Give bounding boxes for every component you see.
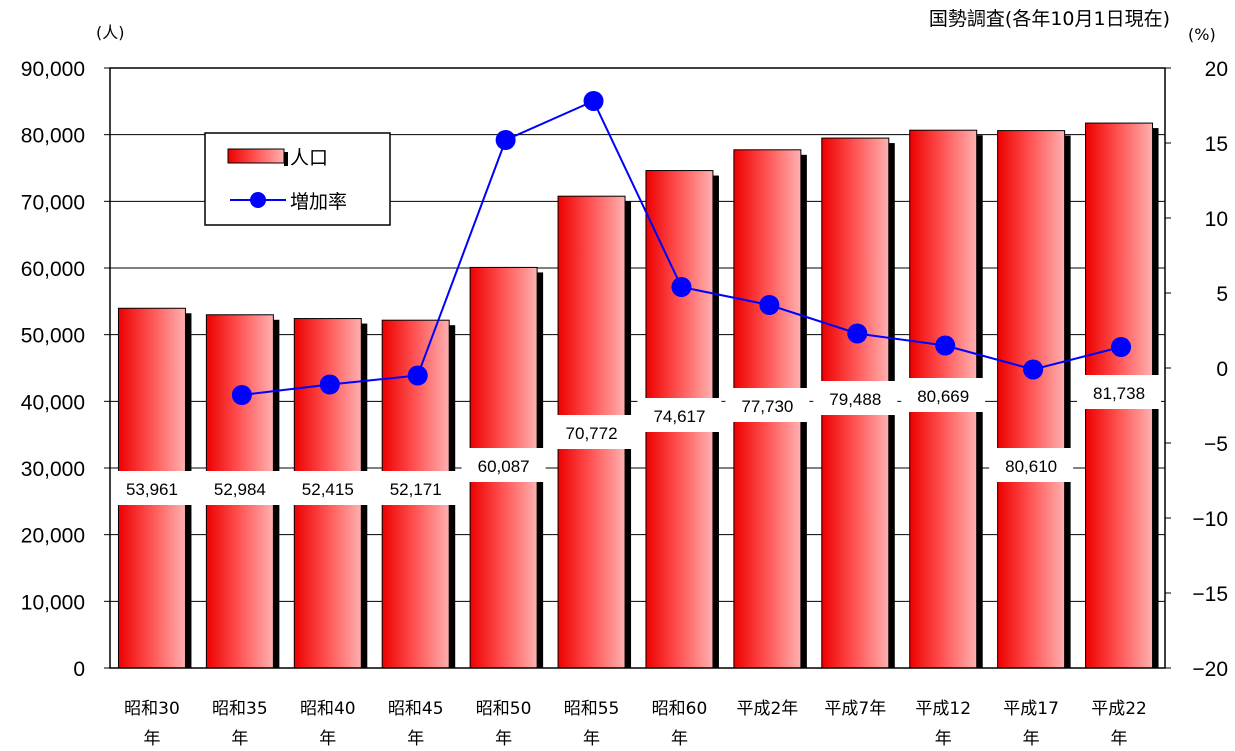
legend: 人口 増加率 [204, 132, 391, 226]
category-label: 昭和55 [564, 699, 620, 719]
category-label: 昭和30 [124, 699, 180, 719]
growth-rate-point [759, 295, 780, 315]
legend-population-label: 人口 [290, 147, 328, 169]
data-label-bg [725, 388, 810, 422]
category-label: 昭和50 [476, 699, 532, 719]
growth-rate-point [495, 130, 516, 150]
category-label-line2: 年 [1111, 729, 1128, 749]
data-label-bg [109, 471, 194, 505]
category-label: 昭和60 [652, 699, 708, 719]
category-label: 平成22 [1091, 699, 1147, 719]
category-label-line2: 年 [495, 729, 512, 749]
data-label-bg [373, 471, 458, 505]
category-label: 昭和45 [388, 699, 444, 719]
growth-rate-point [1023, 359, 1044, 380]
bar-data-label: 52,984 [214, 480, 266, 499]
category-label: 平成2年 [736, 699, 798, 719]
legend-growth-label: 増加率 [290, 191, 347, 213]
growth-rate-point [407, 365, 428, 386]
data-label-bg [197, 471, 282, 505]
category-label: 平成17 [1003, 699, 1059, 719]
right-axis-unit: (%) [1188, 25, 1216, 44]
category-label: 昭和35 [212, 699, 268, 719]
bar-data-label: 81,738 [1093, 384, 1145, 403]
data-label-bg [461, 448, 546, 482]
right-tick-label: −15 [1192, 583, 1228, 606]
right-tick-label: −5 [1204, 433, 1228, 456]
growth-rate-point [847, 323, 868, 344]
category-label: 平成7年 [824, 699, 886, 719]
bar-data-label: 53,961 [126, 480, 178, 499]
axes: 0 10,000 20,000 30,000 40,000 50,000 60,000 70,… [21, 58, 1228, 749]
bar-data-label: 70,772 [566, 424, 618, 443]
category-label-line2: 年 [935, 729, 952, 749]
right-tick-label: −10 [1192, 508, 1228, 531]
bar-data-label: 52,415 [302, 480, 354, 499]
category-label-line2: 年 [671, 729, 688, 749]
left-axis-unit: (人) [96, 23, 125, 42]
growth-rate-point [319, 374, 340, 395]
legend-line-marker [250, 192, 266, 208]
bar-data-labels: 53,961 52,984 52,415 52,171 60,087 70,772 74,6… [109, 375, 1162, 505]
legend-bar-swatch [227, 148, 285, 164]
category-label: 昭和40 [300, 699, 356, 719]
growth-rate-point [1111, 337, 1132, 357]
bar-data-label: 60,087 [478, 457, 530, 476]
category-label-line2: 年 [407, 729, 424, 749]
growth-rate-line [231, 91, 1132, 405]
category-label-line2: 年 [143, 729, 160, 749]
left-tick-label: 80,000 [21, 125, 85, 148]
right-tick-label: 20 [1205, 58, 1228, 81]
category-label-line2: 年 [231, 729, 248, 749]
data-label-bg [813, 381, 898, 415]
right-tick-label: 0 [1216, 358, 1228, 381]
category-label: 平成12 [915, 699, 971, 719]
growth-rate-point [231, 385, 252, 405]
growth-rate-point [583, 91, 604, 111]
left-tick-label: 30,000 [21, 458, 85, 481]
left-tick-label: 50,000 [21, 325, 85, 348]
left-tick-label: 0 [73, 658, 85, 681]
left-tick-label: 40,000 [21, 391, 85, 414]
legend-box [204, 132, 391, 226]
legend-bar-swatch-shadow [284, 152, 288, 166]
left-tick-label: 90,000 [21, 58, 85, 81]
category-label-line2: 年 [1023, 729, 1040, 749]
right-tick-label: −20 [1192, 658, 1228, 681]
bar-data-label: 74,617 [653, 407, 705, 426]
source-note: 国勢調査(各年10月1日現在) [929, 8, 1170, 30]
bar-10 [997, 130, 1066, 669]
left-tick-label: 70,000 [21, 191, 85, 214]
bar-data-label: 77,730 [741, 397, 793, 416]
right-tick-label: 5 [1216, 283, 1228, 306]
data-label-bg [1077, 375, 1162, 409]
category-label-line2: 年 [583, 729, 600, 749]
left-tick-label: 10,000 [21, 591, 85, 614]
bar-data-label: 52,171 [390, 480, 442, 499]
bar-data-label: 80,669 [917, 387, 969, 406]
left-tick-label: 60,000 [21, 258, 85, 281]
bar-data-label: 79,488 [829, 390, 881, 409]
growth-rate-point [671, 277, 692, 297]
data-label-bg [901, 378, 986, 412]
right-tick-label: 15 [1205, 133, 1228, 156]
data-label-bg [549, 415, 634, 449]
data-label-bg [637, 398, 722, 432]
left-tick-label: 20,000 [21, 525, 85, 548]
data-label-bg [989, 448, 1074, 482]
data-label-bg [285, 471, 370, 505]
bar-data-label: 80,610 [1005, 457, 1057, 476]
right-tick-label: 10 [1205, 208, 1228, 231]
category-label-line2: 年 [319, 729, 336, 749]
growth-rate-point [935, 335, 956, 356]
